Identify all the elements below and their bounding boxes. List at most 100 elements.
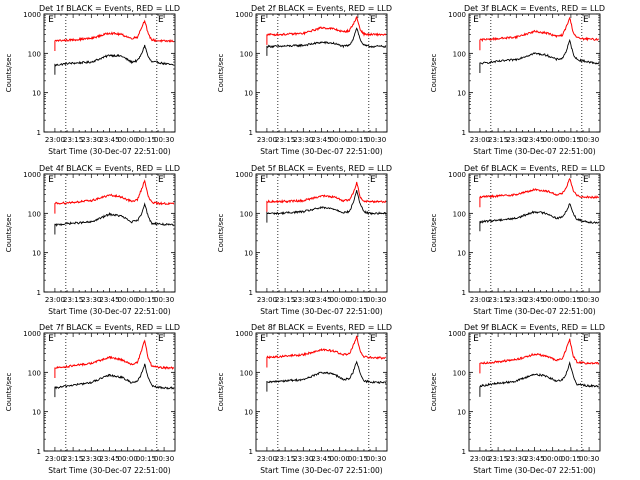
panel-8: Det 8f BLACK = Events, RED = LLD Counts/s… bbox=[217, 323, 392, 475]
y-tick-label: 100 bbox=[28, 50, 41, 58]
series-lld-line bbox=[479, 338, 600, 374]
x-tick-label: 00:15 bbox=[348, 296, 368, 304]
y-axis-label: Counts/sec bbox=[217, 373, 225, 412]
y-axis-label: Counts/sec bbox=[217, 214, 225, 253]
panel-3: Det 3f BLACK = Events, RED = LLD Counts/s… bbox=[430, 4, 605, 156]
x-tick-label: 00:00 bbox=[543, 136, 563, 144]
panel-title: Det 6f BLACK = Events, RED = LLD bbox=[464, 164, 605, 173]
e-marker: E bbox=[48, 175, 54, 185]
series-events-line bbox=[54, 202, 175, 235]
e-marker: E bbox=[583, 175, 589, 185]
plot-frame bbox=[255, 332, 388, 452]
x-tick-label: 23:30 bbox=[506, 296, 526, 304]
x-tick-label: 00:00 bbox=[330, 296, 350, 304]
y-tick-label: 100 bbox=[240, 369, 253, 377]
series-lld-line bbox=[479, 16, 599, 51]
x-axis-label: Start Time (30-Dec-07 22:51:00) bbox=[260, 466, 382, 475]
x-tick-label: 00:15 bbox=[348, 136, 368, 144]
x-tick-label: 23:15 bbox=[488, 455, 508, 463]
x-tick-label: 23:15 bbox=[488, 296, 508, 304]
y-tick-label: 100 bbox=[240, 50, 253, 58]
x-tick-label: 23:15 bbox=[275, 296, 295, 304]
panel-title: Det 8f BLACK = Events, RED = LLD bbox=[251, 323, 392, 332]
panel-5: Det 5f BLACK = Events, RED = LLD Counts/s… bbox=[217, 164, 392, 316]
series-events-line bbox=[54, 363, 175, 398]
series-lld-line bbox=[266, 181, 387, 212]
x-tick-label: 00:15 bbox=[136, 296, 156, 304]
y-tick-label: 10 bbox=[244, 90, 253, 98]
panel-9: Det 9f BLACK = Events, RED = LLD Counts/s… bbox=[430, 323, 605, 475]
panel-title: Det 5f BLACK = Events, RED = LLD bbox=[251, 164, 392, 173]
series-lld-line bbox=[54, 179, 175, 214]
panel-title: Det 2f BLACK = Events, RED = LLD bbox=[251, 4, 392, 13]
x-tick-label: 23:00 bbox=[470, 296, 490, 304]
y-tick-label: 1000 bbox=[235, 11, 253, 19]
panel-title: Det 4f BLACK = Events, RED = LLD bbox=[39, 164, 180, 173]
x-axis-label: Start Time (30-Dec-07 22:51:00) bbox=[260, 307, 382, 316]
panel-title: Det 9f BLACK = Events, RED = LLD bbox=[464, 323, 605, 332]
x-tick-label: 23:15 bbox=[63, 136, 83, 144]
series-events-line bbox=[54, 44, 175, 75]
series-lld-line bbox=[266, 15, 387, 45]
x-tick-label: 00:30 bbox=[366, 136, 386, 144]
x-tick-label: 00:00 bbox=[543, 296, 563, 304]
x-axis-label: Start Time (30-Dec-07 22:51:00) bbox=[473, 466, 595, 475]
e-marker: E bbox=[158, 334, 164, 344]
y-tick-label: 1 bbox=[249, 448, 253, 456]
series-lld-line bbox=[54, 19, 174, 51]
panel-title: Det 7f BLACK = Events, RED = LLD bbox=[39, 323, 180, 332]
plot-frame bbox=[468, 173, 601, 293]
x-axis-label: Start Time (30-Dec-07 22:51:00) bbox=[473, 147, 595, 156]
x-tick-label: 00:00 bbox=[118, 136, 138, 144]
x-tick-label: 23:30 bbox=[81, 136, 101, 144]
x-tick-label: 23:30 bbox=[506, 455, 526, 463]
y-tick-label: 100 bbox=[453, 50, 466, 58]
x-axis-label: Start Time (30-Dec-07 22:51:00) bbox=[260, 147, 382, 156]
y-tick-label: 1000 bbox=[23, 171, 41, 179]
y-tick-label: 10 bbox=[457, 250, 466, 258]
panel-7: Det 7f BLACK = Events, RED = LLD Counts/s… bbox=[5, 323, 180, 475]
x-tick-label: 00:15 bbox=[136, 136, 156, 144]
x-tick-label: 23:00 bbox=[257, 136, 277, 144]
y-tick-label: 1 bbox=[462, 289, 466, 297]
x-tick-label: 23:30 bbox=[293, 455, 313, 463]
x-tick-label: 00:30 bbox=[579, 136, 599, 144]
plot-frame bbox=[43, 332, 176, 452]
x-tick-label: 23:00 bbox=[45, 136, 65, 144]
y-tick-label: 1000 bbox=[448, 11, 466, 19]
y-tick-label: 10 bbox=[32, 250, 41, 258]
x-tick-label: 23:45 bbox=[99, 136, 119, 144]
x-tick-label: 00:15 bbox=[136, 455, 156, 463]
x-tick-label: 23:45 bbox=[524, 296, 544, 304]
y-tick-label: 1000 bbox=[448, 330, 466, 338]
e-marker: E bbox=[260, 175, 266, 185]
series-events-line bbox=[266, 360, 387, 392]
y-tick-label: 100 bbox=[28, 369, 41, 377]
x-tick-label: 23:15 bbox=[63, 296, 83, 304]
x-axis-label: Start Time (30-Dec-07 22:51:00) bbox=[48, 466, 170, 475]
panel-1: Det 1f BLACK = Events, RED = LLD Counts/s… bbox=[5, 4, 180, 156]
panel-2: Det 2f BLACK = Events, RED = LLD Counts/s… bbox=[217, 4, 392, 156]
x-tick-label: 23:00 bbox=[45, 296, 65, 304]
y-tick-label: 1 bbox=[37, 129, 41, 137]
series-events-line bbox=[266, 190, 387, 223]
e-marker: E bbox=[48, 334, 54, 344]
x-tick-label: 23:45 bbox=[524, 455, 544, 463]
series-lld-line bbox=[54, 339, 175, 378]
x-tick-label: 00:15 bbox=[561, 136, 581, 144]
e-marker: E bbox=[158, 175, 164, 185]
x-tick-label: 23:45 bbox=[311, 136, 331, 144]
y-tick-label: 10 bbox=[244, 409, 253, 417]
e-marker: E bbox=[370, 175, 376, 185]
x-tick-label: 23:00 bbox=[470, 455, 490, 463]
x-tick-label: 00:00 bbox=[330, 455, 350, 463]
x-tick-label: 23:45 bbox=[311, 296, 331, 304]
plot-frame bbox=[468, 13, 601, 133]
y-tick-label: 100 bbox=[240, 210, 253, 218]
series-lld-line bbox=[266, 335, 386, 368]
x-tick-label: 23:15 bbox=[488, 136, 508, 144]
y-tick-label: 1000 bbox=[235, 171, 253, 179]
y-tick-label: 1 bbox=[249, 129, 253, 137]
x-axis-label: Start Time (30-Dec-07 22:51:00) bbox=[48, 307, 170, 316]
